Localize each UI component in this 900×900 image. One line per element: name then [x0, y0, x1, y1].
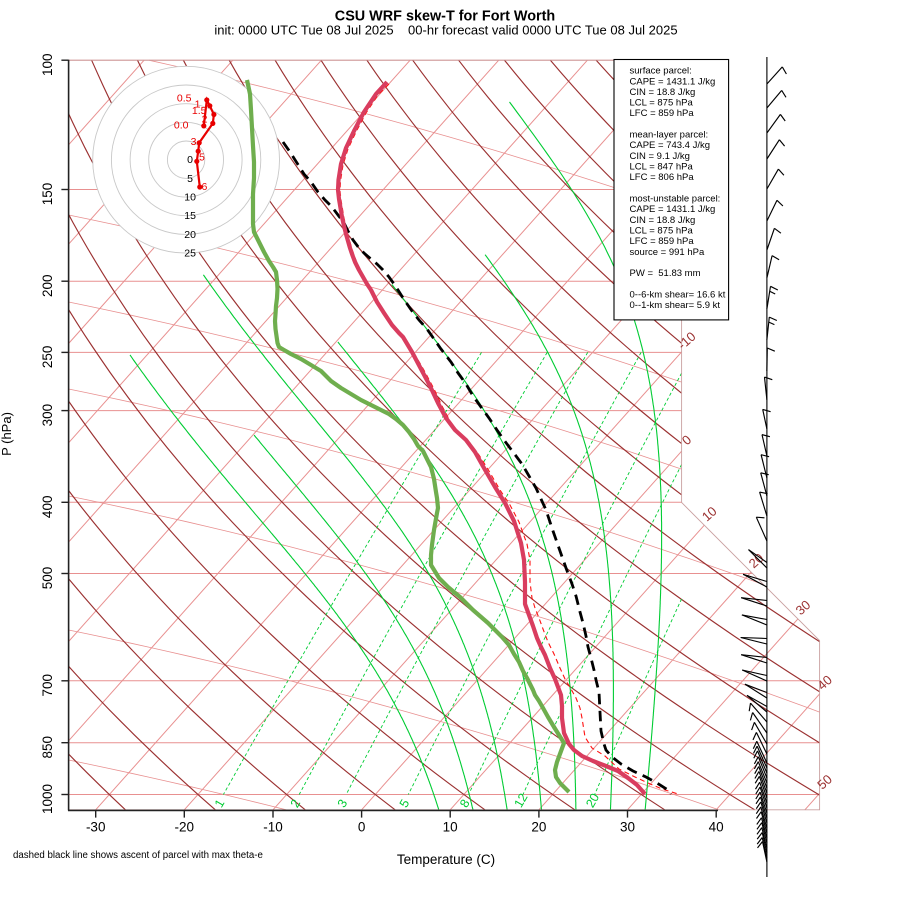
- svg-text:init: 0000 UTC Tue 08 Jul 2025: init: 0000 UTC Tue 08 Jul 2025 00-hr for…: [214, 23, 677, 38]
- svg-text:5: 5: [187, 173, 193, 185]
- svg-text:10: 10: [443, 820, 458, 835]
- svg-text:LCL = 875 hPa: LCL = 875 hPa: [630, 98, 694, 109]
- svg-text:CIN = 18.8 J/kg: CIN = 18.8 J/kg: [630, 215, 696, 226]
- svg-text:200: 200: [40, 274, 55, 297]
- svg-text:1.5: 1.5: [192, 105, 207, 117]
- svg-text:6: 6: [202, 181, 208, 193]
- svg-text:300: 300: [40, 404, 55, 427]
- svg-text:400: 400: [40, 496, 55, 519]
- svg-text:2: 2: [202, 114, 208, 126]
- svg-text:10: 10: [184, 192, 196, 204]
- svg-text:0: 0: [187, 154, 193, 166]
- svg-text:700: 700: [40, 674, 55, 697]
- svg-text:1: 1: [195, 99, 201, 111]
- svg-text:15: 15: [184, 210, 196, 222]
- svg-text:0.0: 0.0: [174, 120, 189, 132]
- svg-text:500: 500: [40, 567, 55, 590]
- svg-text:-30: -30: [86, 820, 106, 835]
- svg-text:12: 12: [511, 791, 530, 810]
- svg-text:30: 30: [620, 820, 635, 835]
- svg-text:1000: 1000: [40, 784, 55, 814]
- svg-text:LCL = 847 hPa: LCL = 847 hPa: [630, 162, 694, 173]
- svg-text:3: 3: [191, 136, 197, 148]
- svg-text:5: 5: [199, 152, 205, 164]
- svg-text:25: 25: [184, 248, 196, 260]
- svg-text:CAPE = 743.4 J/kg: CAPE = 743.4 J/kg: [630, 140, 711, 151]
- svg-text:150: 150: [40, 183, 55, 206]
- svg-text:0.5: 0.5: [177, 93, 192, 105]
- svg-text:CAPE = 1431.1 J/kg: CAPE = 1431.1 J/kg: [630, 204, 716, 215]
- svg-text:40: 40: [709, 820, 724, 835]
- svg-text:-20: -20: [175, 820, 195, 835]
- svg-text:850: 850: [40, 736, 55, 759]
- svg-text:surface parcel:: surface parcel:: [630, 66, 692, 77]
- svg-text:20: 20: [184, 229, 196, 241]
- svg-text:100: 100: [40, 53, 55, 76]
- svg-text:20: 20: [531, 820, 546, 835]
- svg-text:LFC = 859 hPa: LFC = 859 hPa: [630, 108, 695, 119]
- svg-text:-10: -10: [263, 820, 283, 835]
- svg-text:CIN = 18.8 J/kg: CIN = 18.8 J/kg: [630, 87, 696, 98]
- svg-text:20: 20: [583, 791, 602, 810]
- svg-text:0--1-km shear= 5.9 kt: 0--1-km shear= 5.9 kt: [630, 300, 721, 311]
- svg-text:LFC = 859 hPa: LFC = 859 hPa: [630, 236, 695, 247]
- svg-text:CIN = 9.1 J/kg: CIN = 9.1 J/kg: [630, 151, 690, 162]
- svg-text:CAPE = 1431.1 J/kg: CAPE = 1431.1 J/kg: [630, 76, 716, 87]
- svg-text:PW = 51.83 mm: PW = 51.83 mm: [630, 268, 701, 279]
- svg-text:P (hPa): P (hPa): [0, 412, 14, 456]
- svg-text:LFC = 806 hPa: LFC = 806 hPa: [630, 172, 695, 183]
- svg-text:LCL = 875 hPa: LCL = 875 hPa: [630, 226, 694, 237]
- svg-text:250: 250: [40, 346, 55, 369]
- svg-text:0--6-km shear= 16.6 kt: 0--6-km shear= 16.6 kt: [630, 290, 726, 301]
- svg-text:Temperature (C): Temperature (C): [397, 852, 495, 867]
- svg-text:dashed black line shows ascent: dashed black line shows ascent of parcel…: [13, 850, 263, 861]
- svg-text:source = 991 hPa: source = 991 hPa: [630, 247, 705, 258]
- svg-text:0: 0: [358, 820, 366, 835]
- svg-text:mean-layer parcel:: mean-layer parcel:: [630, 130, 709, 141]
- svg-text:most-unstable parcel:: most-unstable parcel:: [630, 194, 721, 205]
- svg-text:CSU WRF skew-T for Fort Worth: CSU WRF skew-T for Fort Worth: [335, 9, 555, 25]
